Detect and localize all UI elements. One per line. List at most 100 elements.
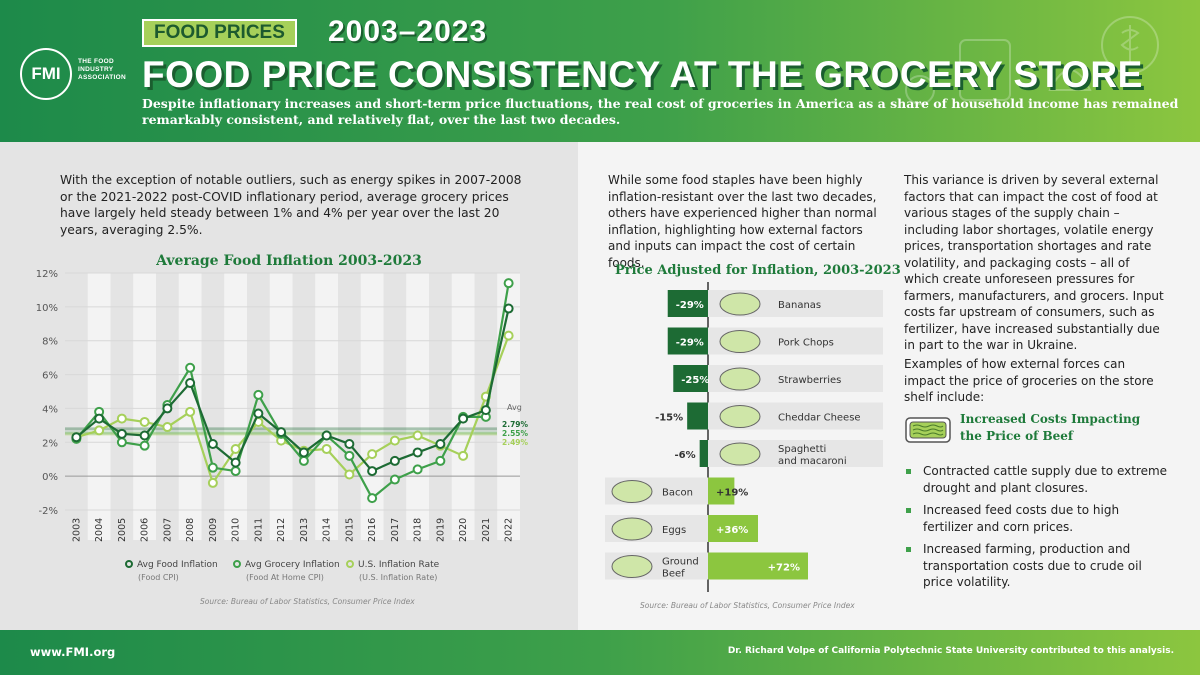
x-tick-label: 2014 (322, 518, 333, 542)
data-point (321, 430, 332, 441)
food-icon (719, 405, 761, 428)
x-tick-label: 2004 (94, 518, 105, 542)
data-point (503, 330, 514, 341)
legend-marker (346, 560, 354, 568)
y-tick-label: 6% (42, 371, 58, 382)
header-banner: FMI THE FOOD INDUSTRY ASSOCIATION FOOD P… (0, 0, 1200, 142)
data-point (503, 303, 514, 314)
category-label: Strawberries (778, 375, 841, 386)
y-tick-label: 2% (42, 438, 58, 449)
examples-paragraph: Examples of how external forces can impa… (904, 357, 1154, 404)
food-icon (611, 480, 653, 503)
x-tick-label: 2011 (253, 518, 264, 542)
x-tick-label: 2008 (185, 518, 196, 542)
data-point (435, 438, 446, 449)
food-icon (611, 517, 653, 541)
logo-association: THE FOOD INDUSTRY ASSOCIATION (78, 58, 126, 82)
bar-value-label: -25% (681, 375, 709, 386)
average-label: 2.49% (502, 438, 529, 447)
logo-mark: FMI (20, 48, 72, 100)
x-tick-label: 2006 (140, 518, 151, 542)
data-point (253, 408, 264, 419)
data-point (344, 438, 355, 449)
category-label: Cheddar Cheese (778, 413, 861, 424)
data-point (412, 464, 423, 475)
bar (687, 402, 708, 430)
data-point (230, 457, 241, 468)
data-point (344, 469, 355, 480)
data-point (321, 444, 332, 455)
data-point (389, 455, 400, 466)
legend-food-cpi: Avg Food Inflation (Food CPI) (125, 560, 218, 582)
x-tick-label: 2009 (208, 518, 219, 542)
column-band (315, 273, 338, 540)
food-icon (719, 442, 761, 466)
data-point (367, 493, 378, 504)
data-point (298, 447, 309, 458)
bar-value-label: -15% (655, 413, 683, 424)
x-tick-label: 2010 (231, 518, 242, 542)
y-tick-label: -2% (39, 506, 58, 517)
food-prices-badge: FOOD PRICES (142, 19, 297, 47)
logo-line: THE FOOD (78, 58, 114, 65)
x-tick-label: 2022 (504, 518, 515, 542)
category-label: Beef (662, 569, 685, 580)
x-tick-label: 2015 (344, 518, 355, 542)
bar-value-label: +72% (768, 563, 800, 574)
y-tick-label: 0% (42, 472, 58, 483)
bar (667, 290, 708, 317)
data-point (139, 416, 150, 427)
bar-chart-title: Price Adjusted for Inflation, 2003-2023 (615, 263, 901, 278)
food-icon (719, 330, 761, 353)
data-point (94, 413, 105, 424)
year-range: 2003–2023 (328, 15, 488, 48)
data-point (298, 455, 309, 466)
food-icon (719, 367, 761, 391)
analysis-credit: Dr. Richard Volpe of California Polytech… (727, 646, 1174, 656)
food-icon (719, 292, 761, 316)
average-label: 2.79% (502, 420, 529, 429)
bar-value-label: -6% (675, 450, 696, 461)
food-icon (611, 555, 653, 578)
data-point (503, 278, 514, 289)
data-point (458, 450, 469, 461)
footer-bar: www.FMI.org Dr. Richard Volpe of Califor… (0, 630, 1200, 675)
data-point (389, 474, 400, 485)
category-label: Bacon (662, 488, 693, 499)
column-band (87, 273, 111, 540)
bar-chart-source: Source: Bureau of Labor Statistics, Cons… (640, 601, 855, 610)
column-band (269, 273, 293, 540)
data-point (389, 435, 400, 446)
bar-value-label: +19% (716, 488, 748, 499)
data-point (253, 389, 264, 400)
bar (667, 327, 708, 355)
category-label: Bananas (778, 300, 821, 311)
x-tick-label: 2018 (413, 518, 424, 542)
average-label: 2.55% (502, 429, 529, 438)
data-point (139, 430, 150, 441)
fmi-website-link[interactable]: www.FMI.org (30, 645, 116, 659)
y-tick-label: 10% (36, 303, 58, 314)
column-band (178, 273, 202, 540)
logo-line: INDUSTRY (78, 66, 114, 73)
category-label: Spaghetti (778, 444, 826, 455)
data-point (230, 466, 241, 477)
x-tick-label: 2021 (481, 518, 492, 542)
data-point (207, 462, 218, 473)
bar (699, 440, 708, 467)
data-point (276, 427, 287, 438)
data-point (185, 362, 196, 373)
x-tick-label: 2012 (276, 518, 287, 542)
legend-sub: (Food At Home CPI) (246, 573, 324, 582)
legend-grocery-cpi: Avg Grocery Inflation (Food At Home CPI) (233, 560, 340, 582)
data-point (207, 477, 218, 488)
x-tick-label: 2013 (299, 518, 310, 542)
y-tick-label: 4% (42, 404, 58, 415)
data-point (116, 428, 127, 439)
x-tick-label: 2019 (435, 518, 446, 542)
legend-label: U.S. Inflation Rate (358, 560, 440, 570)
legend-label: Avg Food Inflation (137, 560, 218, 570)
line-chart-title: Average Food Inflation 2003-2023 (156, 253, 422, 269)
bar-value-label: -29% (676, 338, 704, 349)
average-header: Avg (507, 403, 522, 412)
